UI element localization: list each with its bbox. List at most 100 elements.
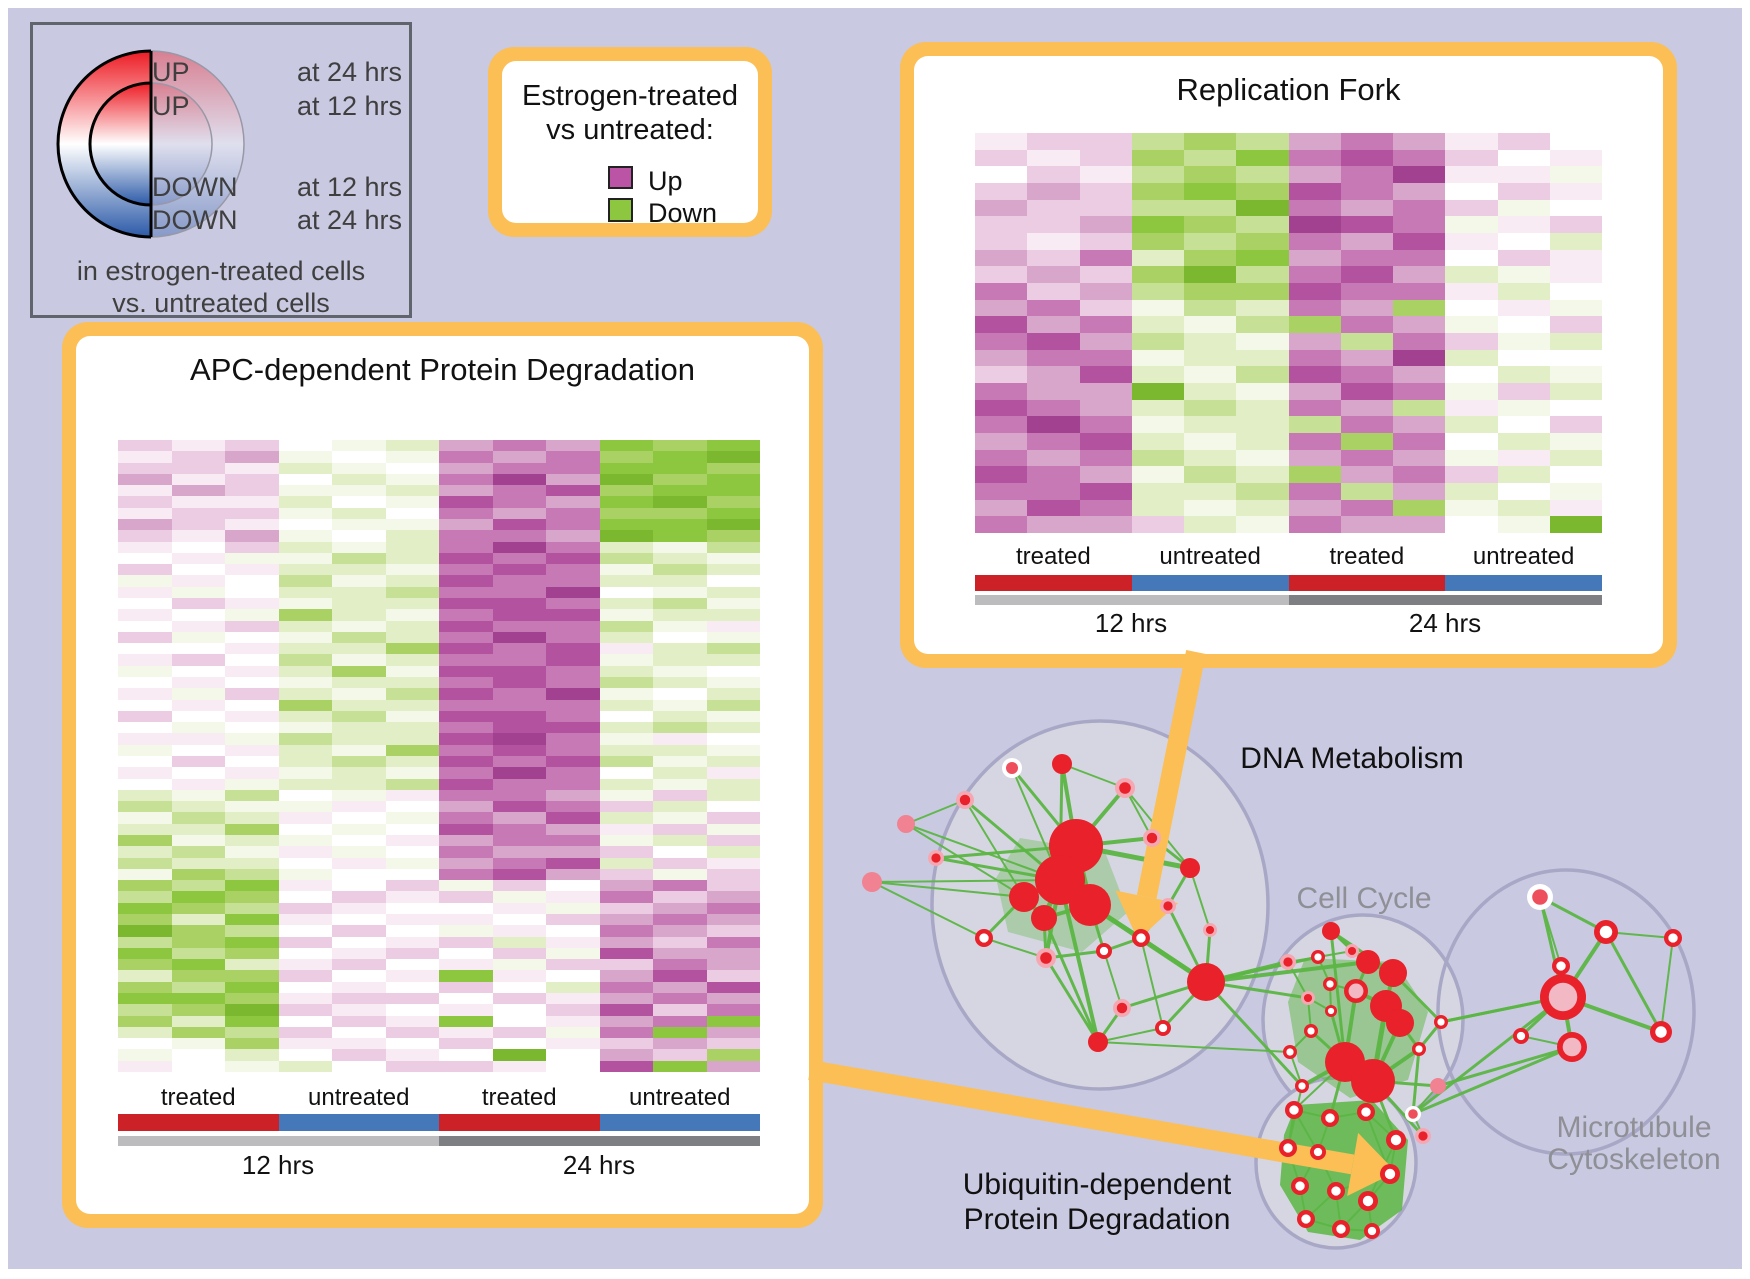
heatmap-cell — [1393, 166, 1446, 183]
heatmap-cell — [653, 925, 707, 937]
heatmap-cell — [118, 767, 172, 779]
heatmap-cell — [653, 936, 707, 948]
heatmap-cell — [332, 631, 386, 644]
heatmap-cell — [225, 496, 279, 508]
heatmap-cell — [1497, 199, 1550, 217]
heatmap-cell — [599, 710, 653, 723]
heatmap-cell — [171, 744, 225, 756]
heatmap-cell — [118, 575, 172, 587]
heatmap-cell — [385, 643, 439, 655]
heatmap-cell — [653, 631, 707, 644]
heatmap-cell — [653, 959, 707, 971]
heatmap-cell — [492, 1026, 546, 1039]
heatmap-cell — [975, 382, 1028, 400]
heatmap-cell — [599, 541, 653, 553]
heatmap-cell — [1497, 282, 1550, 300]
heatmap-cell — [1131, 349, 1184, 367]
heatmap-cell — [492, 620, 546, 632]
heatmap-cell — [332, 891, 386, 903]
heatmap-cell — [171, 1060, 225, 1072]
heatmap-cell — [599, 823, 653, 835]
heatmap-cell — [118, 676, 172, 689]
heatmap-cell — [492, 1038, 546, 1050]
heatmap-cell — [385, 936, 439, 948]
heatmap-cell — [546, 744, 600, 756]
heatmap-cell — [1131, 499, 1184, 517]
heatmap-cell — [278, 507, 332, 519]
heatmap-cell — [1497, 249, 1550, 267]
heatmap-cell — [1445, 216, 1498, 233]
microtubule-label-line2: Cytoskeleton — [1547, 1143, 1721, 1176]
heatmap-cell — [653, 1004, 707, 1016]
heatmap-cell — [1497, 149, 1550, 167]
heatmap-cell — [278, 586, 332, 598]
heatmap-cell — [171, 778, 225, 790]
heatmap-cell — [1445, 149, 1498, 167]
heatmap-cell — [706, 789, 760, 802]
heatmap-cell — [278, 643, 332, 655]
heatmap-cell — [225, 846, 279, 858]
heatmap-cell — [332, 440, 386, 452]
heatmap-cell — [653, 688, 707, 700]
heatmap-cell — [706, 992, 760, 1005]
apc-24hrs-bar — [439, 1136, 760, 1146]
heatmap-cell — [546, 1004, 600, 1016]
heatmap-cell — [599, 462, 653, 474]
heatmap-cell — [118, 665, 172, 677]
heatmap-cell — [1288, 249, 1341, 267]
heatmap-cell — [385, 496, 439, 508]
heatmap-cell — [546, 755, 600, 768]
heatmap-cell — [706, 564, 760, 576]
heatmap-cell — [225, 609, 279, 621]
heatmap-cell — [492, 564, 546, 576]
heatmap-cell — [1340, 166, 1393, 183]
heatmap-cell — [385, 755, 439, 768]
heatmap-cell — [706, 925, 760, 937]
heatmap-cell — [225, 451, 279, 463]
rf-24hrs-bar — [1288, 595, 1602, 605]
heatmap-cell — [492, 834, 546, 847]
heatmap-cell — [332, 530, 386, 542]
heatmap-cell — [653, 586, 707, 598]
heatmap-cell — [1549, 399, 1602, 417]
heatmap-cell — [225, 925, 279, 937]
heatmap-cell — [278, 722, 332, 734]
heatmap-cell — [385, 733, 439, 745]
heatmap-cell — [706, 981, 760, 993]
heatmap-cell — [385, 462, 439, 474]
heatmap-cell — [653, 812, 707, 824]
heatmap-cell — [1236, 166, 1289, 183]
heatmap-cell — [225, 665, 279, 677]
heatmap-cell — [1340, 133, 1393, 150]
heatmap-cell — [653, 485, 707, 497]
ring-left-half — [56, 49, 151, 239]
heatmap-cell — [1497, 416, 1550, 433]
heatmap-cell — [1027, 399, 1080, 417]
heatmap-cell — [1184, 316, 1237, 333]
heatmap-cell — [439, 620, 493, 632]
heatmap-cell — [492, 801, 546, 813]
heatmap-cell — [385, 440, 439, 452]
heatmap-cell — [492, 473, 546, 486]
heatmap-cell — [546, 733, 600, 745]
heatmap-cell — [225, 676, 279, 689]
heatmap-cell — [653, 710, 707, 723]
heatmap-cell — [225, 597, 279, 610]
heatmap-cell — [118, 891, 172, 903]
heatmap-cell — [439, 981, 493, 993]
heatmap-cell — [599, 959, 653, 971]
heatmap-cell — [332, 676, 386, 689]
heatmap-cell — [1184, 299, 1237, 317]
heatmap-cell — [118, 451, 172, 463]
heatmap-cell — [1079, 416, 1132, 433]
heatmap-cell — [492, 823, 546, 835]
heatmap-cell — [1131, 416, 1184, 433]
heatmap-cell — [1236, 449, 1289, 467]
heatmap-cell — [599, 688, 653, 700]
heatmap-cell — [439, 868, 493, 881]
heatmap-cell — [118, 823, 172, 835]
heatmap-cell — [439, 801, 493, 813]
microtubule-label-line1: Microtubule — [1556, 1111, 1712, 1144]
heatmap-cell — [1184, 216, 1237, 233]
apc-untreated-bar-12 — [278, 1114, 439, 1131]
